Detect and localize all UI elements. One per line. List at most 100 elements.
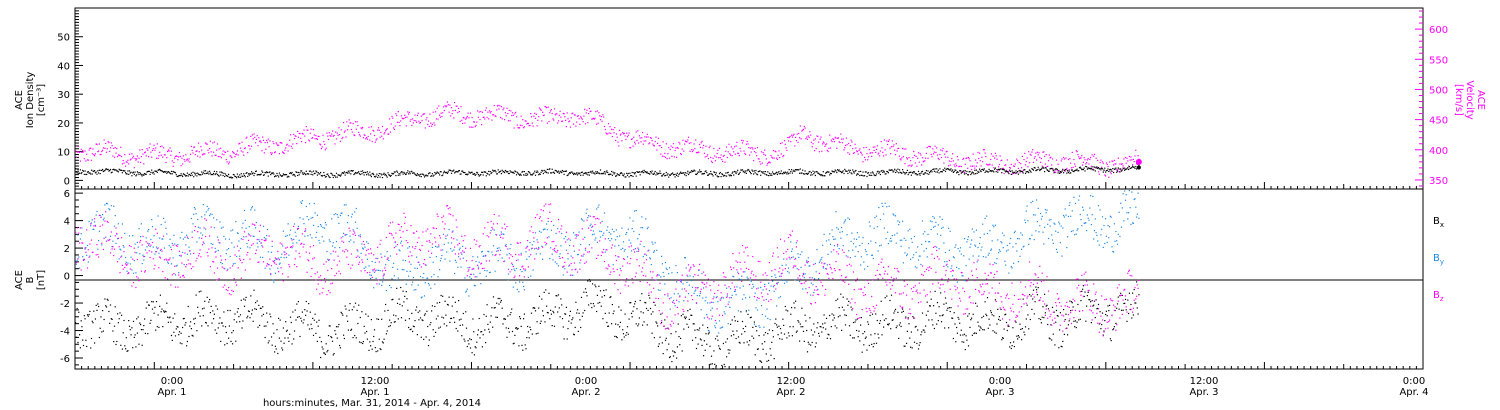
- data-point: [247, 145, 250, 147]
- data-point: [151, 308, 154, 310]
- data-point: [296, 171, 298, 173]
- data-point: [171, 339, 173, 341]
- data-point: [964, 349, 966, 351]
- data-point: [894, 310, 896, 312]
- data-point: [416, 121, 418, 123]
- data-point: [76, 259, 78, 261]
- data-point: [497, 169, 499, 171]
- data-point: [395, 315, 397, 317]
- data-point: [628, 132, 630, 134]
- data-point: [767, 171, 769, 173]
- data-point: [323, 171, 325, 174]
- data-point: [1128, 292, 1130, 294]
- data-point: [295, 171, 297, 173]
- data-point: [385, 130, 387, 132]
- data-point: [337, 326, 339, 328]
- data-point: [646, 171, 648, 173]
- data-point: [458, 170, 460, 172]
- data-point: [233, 319, 235, 321]
- data-point: [343, 204, 345, 206]
- data-point: [647, 309, 649, 311]
- data-point: [883, 139, 885, 141]
- data-point: [919, 174, 921, 176]
- data-point: [877, 333, 879, 335]
- data-point: [688, 318, 690, 320]
- data-point: [186, 345, 188, 347]
- data-point: [145, 307, 147, 309]
- data-point: [1137, 155, 1139, 157]
- data-point: [286, 143, 288, 145]
- data-point: [228, 176, 230, 178]
- data-point: [785, 309, 787, 311]
- data-point: [1069, 172, 1071, 174]
- data-point: [96, 210, 98, 213]
- data-point: [680, 152, 682, 155]
- data-point: [994, 157, 996, 159]
- data-point: [306, 310, 308, 312]
- data-point: [517, 127, 519, 129]
- data-point: [680, 171, 682, 173]
- data-point: [561, 304, 563, 306]
- data-point: [189, 161, 191, 163]
- data-point: [547, 312, 549, 314]
- data-point: [917, 157, 919, 159]
- data-point: [267, 251, 269, 253]
- data-point: [997, 308, 999, 310]
- data-point: [375, 351, 377, 353]
- data-point: [945, 151, 947, 153]
- data-point: [632, 145, 634, 147]
- data-point: [560, 298, 562, 300]
- data-point: [232, 152, 234, 154]
- data-point: [542, 170, 544, 172]
- data-point: [913, 341, 916, 343]
- data-point: [1036, 151, 1038, 153]
- data-point: [898, 169, 901, 171]
- data-point: [241, 327, 243, 329]
- data-point: [320, 224, 322, 226]
- data-point: [1132, 164, 1134, 166]
- data-point: [907, 174, 909, 176]
- data-point: [388, 325, 390, 328]
- data-point: [102, 149, 104, 151]
- data-point: [87, 171, 89, 173]
- data-point: [800, 326, 802, 328]
- data-point: [151, 301, 153, 303]
- data-point: [563, 338, 565, 340]
- data-point: [622, 333, 625, 335]
- data-point: [677, 147, 679, 149]
- data-point: [185, 154, 187, 156]
- data-point: [718, 173, 721, 175]
- data-point: [220, 227, 223, 229]
- data-point: [822, 141, 824, 143]
- data-point: [847, 304, 849, 306]
- data-point: [902, 169, 904, 171]
- data-point: [925, 170, 927, 172]
- data-point: [538, 173, 541, 175]
- data-point: [938, 158, 940, 161]
- data-point: [1127, 299, 1129, 301]
- data-point: [662, 141, 664, 143]
- data-point: [251, 313, 253, 315]
- data-point: [788, 335, 790, 337]
- data-point: [465, 117, 468, 119]
- data-point: [134, 157, 136, 160]
- data-point: [413, 120, 415, 122]
- data-point: [658, 343, 660, 345]
- data-point: [462, 171, 464, 173]
- data-point: [603, 171, 606, 173]
- data-point: [297, 130, 299, 132]
- data-point: [151, 172, 154, 174]
- data-point: [924, 331, 926, 333]
- data-point: [719, 157, 721, 159]
- data-point: [1067, 158, 1069, 161]
- data-point: [955, 169, 957, 171]
- data-point: [272, 141, 274, 143]
- data-point: [534, 112, 536, 114]
- data-point: [573, 173, 575, 176]
- data-point: [818, 335, 820, 337]
- data-point: [382, 342, 384, 344]
- data-point: [427, 175, 429, 177]
- data-point: [86, 254, 88, 256]
- data-point: [757, 171, 759, 173]
- data-point: [91, 219, 93, 221]
